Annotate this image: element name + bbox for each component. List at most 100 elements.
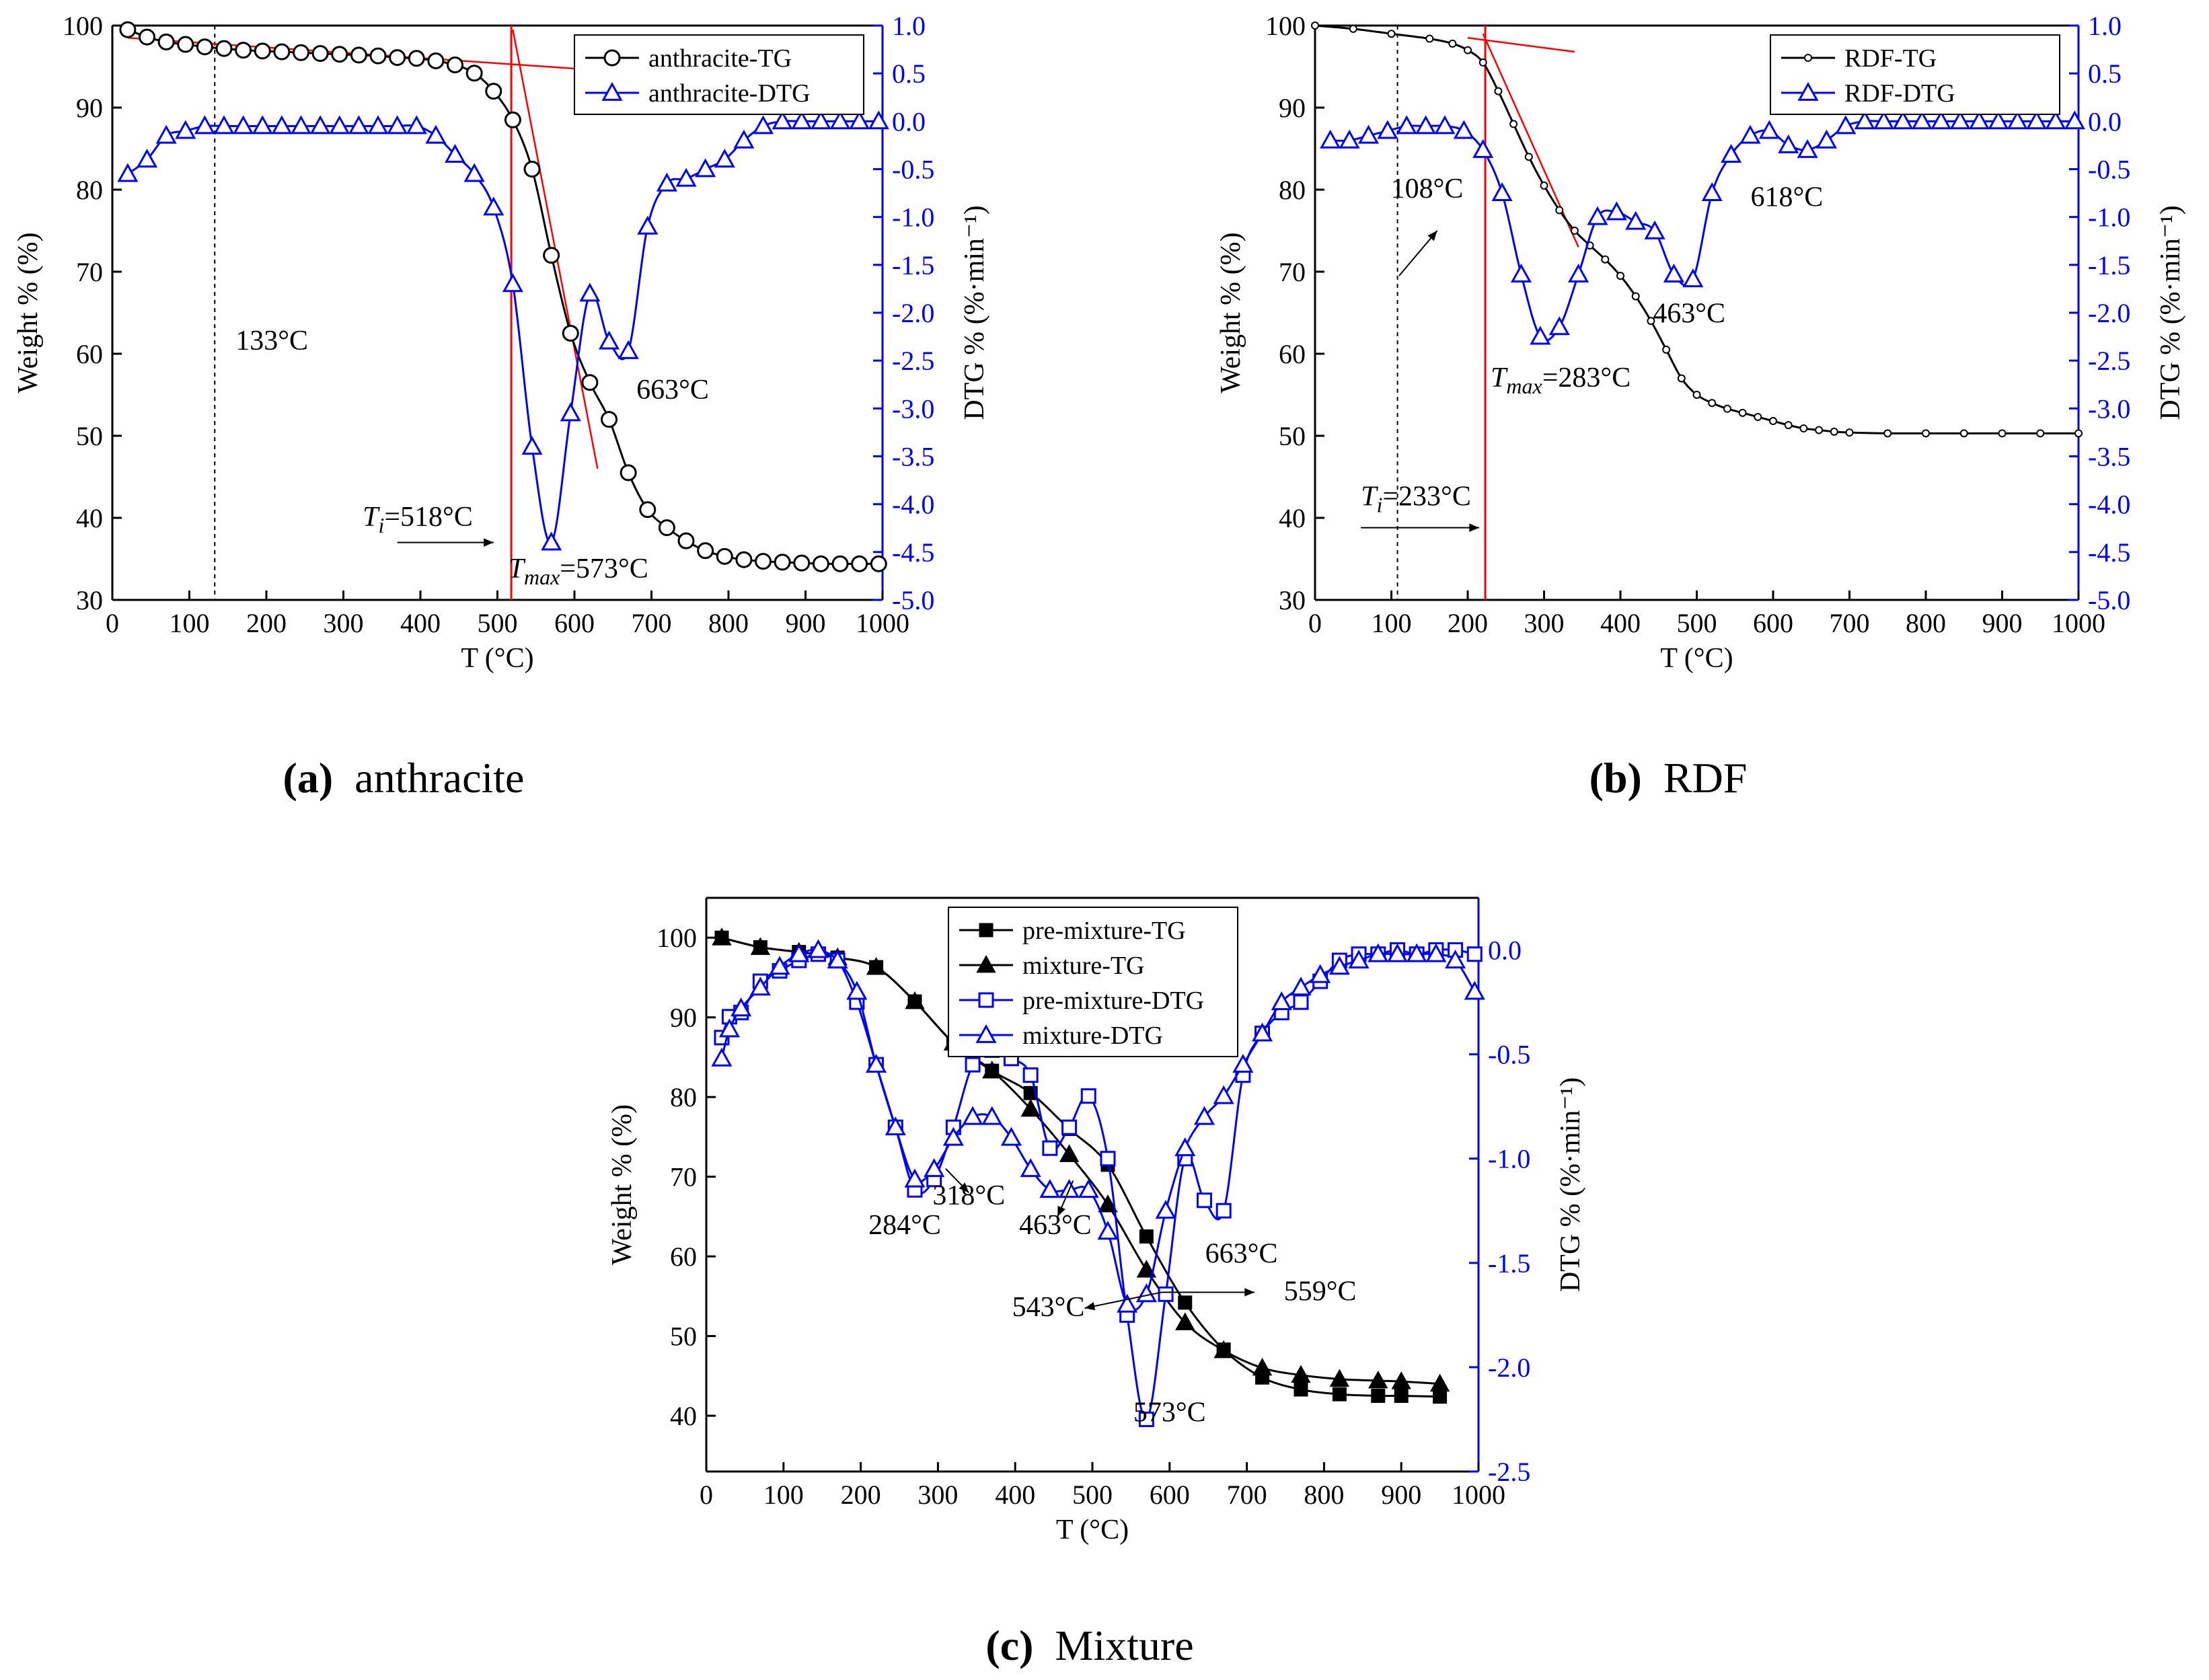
data-point: [1491, 182, 1513, 201]
x-tick-label: 300: [1524, 608, 1565, 638]
data-point: [1815, 426, 1824, 434]
data-point: [677, 532, 695, 549]
data-point: [1293, 994, 1309, 1010]
data-point: [965, 1057, 981, 1073]
data-point: [311, 44, 329, 62]
data-point: [1478, 58, 1487, 67]
data-point: [1396, 115, 1417, 135]
data-point: [502, 273, 523, 293]
y2-tick-label: -1.5: [2088, 250, 2130, 280]
data-point: [1310, 964, 1331, 983]
data-point: [1213, 1085, 1234, 1104]
data-point: [1252, 1022, 1273, 1042]
legend-entry: pre-mixture-DTG: [1022, 987, 1204, 1015]
caption-b-letter: (b): [1589, 754, 1642, 802]
data-point: [1155, 1200, 1176, 1219]
data-point: [1466, 946, 1483, 962]
data-point: [427, 52, 445, 69]
data-point: [406, 115, 427, 135]
data-point: [1429, 1373, 1450, 1392]
label-tmax: Tmax=283°C: [1491, 362, 1631, 398]
data-point: [924, 1158, 945, 1178]
legend-box: [1770, 34, 2060, 115]
legend-swatch-marker: [601, 81, 623, 101]
y-tick-label: 80: [76, 175, 103, 205]
y2-axis-title: DTG % (%·min⁻¹): [2155, 205, 2186, 420]
data-point: [1042, 1140, 1058, 1156]
data-point: [846, 981, 868, 1000]
data-point: [866, 957, 887, 975]
data-point: [1425, 34, 1434, 43]
x-axis-title: T (°C): [1660, 643, 1733, 674]
data-point: [252, 115, 273, 135]
data-point: [408, 50, 425, 67]
data-point: [1540, 181, 1548, 190]
data-point: [1232, 1054, 1254, 1073]
data-point: [2007, 110, 2028, 130]
data-point: [905, 991, 925, 1009]
data-point: [581, 374, 599, 391]
data-point: [2064, 110, 2085, 130]
x-tick-label: 1000: [2052, 608, 2105, 638]
y-tick-label: 100: [1265, 11, 1306, 41]
caption-c-text: Mixture: [1055, 1621, 1193, 1669]
data-point: [1139, 1229, 1154, 1244]
x-tick-label: 900: [786, 608, 826, 638]
data-point: [293, 44, 310, 61]
y2-tick-label: -2.5: [1488, 1457, 1530, 1487]
y2-tick-label: -3.0: [2088, 393, 2130, 424]
data-point: [870, 555, 887, 572]
data-point: [749, 977, 771, 996]
data-point: [1835, 115, 1857, 135]
series-anthracite-TG: [119, 21, 887, 572]
y-tick-label: 60: [76, 339, 103, 369]
data-point: [1138, 1411, 1154, 1427]
label-463-arrow-head: [1057, 1205, 1065, 1217]
x-tick-label: 500: [1072, 1480, 1113, 1510]
y-tick-label: 40: [76, 503, 103, 533]
x-tick-label: 800: [1906, 608, 1946, 638]
data-point: [904, 1168, 926, 1188]
label-284: 284°C: [868, 1210, 941, 1241]
x-tick-label: 900: [1982, 608, 2023, 638]
data-point: [1677, 374, 1686, 383]
label-663: 663°C: [636, 375, 709, 406]
y-axis-title: Weight % (%): [607, 1104, 638, 1265]
annotation-value: =283°C: [1542, 362, 1631, 393]
data-point: [1758, 120, 1780, 139]
y-tick-label: 50: [670, 1322, 697, 1352]
series-RDF-TG: [1311, 22, 2083, 438]
data-point: [1968, 110, 1990, 130]
label-318: 318°C: [932, 1180, 1005, 1211]
y2-tick-label: 0.0: [1488, 936, 1522, 966]
data-point: [389, 49, 406, 67]
y2-tick-label: -3.5: [2088, 442, 2130, 472]
data-point: [772, 110, 793, 130]
data-point: [155, 124, 177, 144]
data-point: [1883, 429, 1892, 438]
data-point: [735, 551, 753, 568]
data-point: [1357, 124, 1379, 144]
data-point: [1949, 110, 1971, 130]
data-point: [1215, 1202, 1232, 1219]
y-tick-label: 60: [670, 1242, 697, 1272]
label-463: 463°C: [1653, 299, 1725, 330]
data-point: [617, 340, 639, 359]
data-point: [463, 163, 485, 182]
data-point: [697, 542, 714, 560]
legend-entry: pre-mixture-TG: [1022, 917, 1186, 945]
data-point: [1387, 30, 1396, 38]
data-point: [620, 464, 637, 482]
x-tick-label: 300: [918, 1480, 958, 1510]
data-point: [1568, 263, 1589, 282]
label-108: 108°C: [1391, 174, 1464, 204]
annotation-subscript: max: [524, 565, 560, 589]
data-point: [1754, 412, 1762, 421]
legend-swatch-marker: [975, 1024, 997, 1043]
data-point: [1739, 124, 1761, 144]
series-line-mixture-TG: [721, 936, 1440, 1385]
data-point: [1271, 991, 1292, 1010]
data-point: [755, 553, 772, 570]
y-tick-label: 90: [76, 93, 103, 123]
